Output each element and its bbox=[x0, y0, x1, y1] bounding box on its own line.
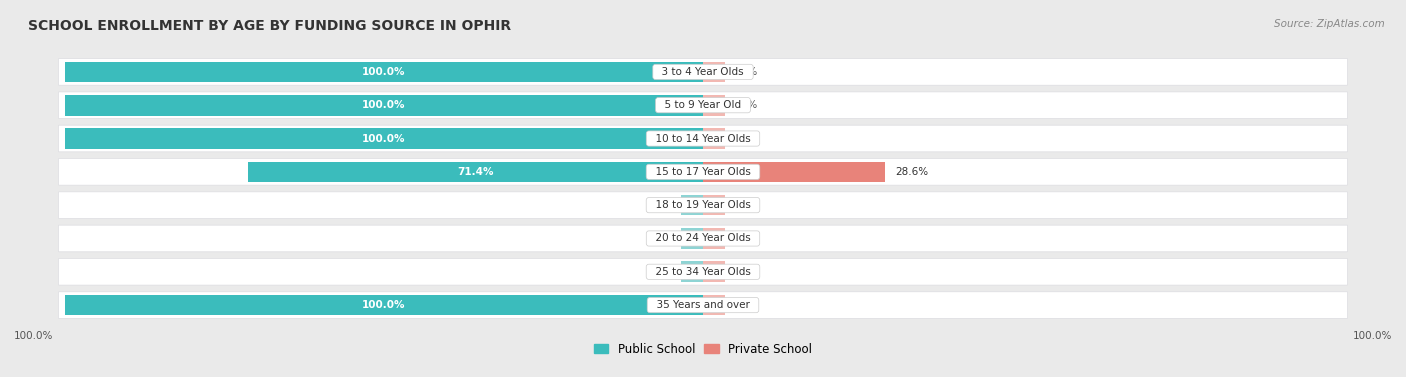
Text: 0.0%: 0.0% bbox=[648, 267, 675, 277]
Text: 100.0%: 100.0% bbox=[363, 100, 406, 110]
Bar bbox=[65, 295, 703, 316]
Text: 0.0%: 0.0% bbox=[731, 267, 758, 277]
Text: 15 to 17 Year Olds: 15 to 17 Year Olds bbox=[648, 167, 758, 177]
Bar bbox=[65, 95, 703, 115]
Bar bbox=[703, 195, 725, 216]
Text: 0.0%: 0.0% bbox=[731, 300, 758, 310]
Text: 5 to 9 Year Old: 5 to 9 Year Old bbox=[658, 100, 748, 110]
FancyBboxPatch shape bbox=[59, 192, 1347, 219]
FancyBboxPatch shape bbox=[59, 225, 1347, 252]
Text: 0.0%: 0.0% bbox=[731, 200, 758, 210]
Text: 100.0%: 100.0% bbox=[14, 331, 53, 341]
Text: 0.0%: 0.0% bbox=[731, 133, 758, 144]
FancyBboxPatch shape bbox=[59, 58, 1347, 85]
Text: 100.0%: 100.0% bbox=[363, 300, 406, 310]
Bar bbox=[65, 61, 703, 82]
Text: 35 Years and over: 35 Years and over bbox=[650, 300, 756, 310]
FancyBboxPatch shape bbox=[59, 259, 1347, 285]
Text: 3 to 4 Year Olds: 3 to 4 Year Olds bbox=[655, 67, 751, 77]
Legend: Public School, Private School: Public School, Private School bbox=[589, 338, 817, 360]
Text: 0.0%: 0.0% bbox=[731, 100, 758, 110]
Text: 0.0%: 0.0% bbox=[731, 233, 758, 244]
Text: 100.0%: 100.0% bbox=[363, 67, 406, 77]
Text: 20 to 24 Year Olds: 20 to 24 Year Olds bbox=[650, 233, 756, 244]
Bar bbox=[703, 262, 725, 282]
Text: 28.6%: 28.6% bbox=[896, 167, 928, 177]
Text: 0.0%: 0.0% bbox=[648, 200, 675, 210]
Text: 71.4%: 71.4% bbox=[457, 167, 494, 177]
FancyBboxPatch shape bbox=[59, 125, 1347, 152]
Text: 0.0%: 0.0% bbox=[648, 233, 675, 244]
Text: 100.0%: 100.0% bbox=[363, 133, 406, 144]
Bar bbox=[703, 95, 725, 115]
Bar bbox=[681, 262, 703, 282]
FancyBboxPatch shape bbox=[59, 292, 1347, 319]
Bar bbox=[703, 161, 886, 182]
Text: 18 to 19 Year Olds: 18 to 19 Year Olds bbox=[648, 200, 758, 210]
Bar bbox=[681, 228, 703, 249]
Text: 100.0%: 100.0% bbox=[1353, 331, 1392, 341]
Bar bbox=[65, 128, 703, 149]
Text: 0.0%: 0.0% bbox=[731, 67, 758, 77]
Text: Source: ZipAtlas.com: Source: ZipAtlas.com bbox=[1274, 19, 1385, 29]
Bar bbox=[703, 228, 725, 249]
Text: 10 to 14 Year Olds: 10 to 14 Year Olds bbox=[650, 133, 756, 144]
Bar bbox=[703, 61, 725, 82]
FancyBboxPatch shape bbox=[59, 158, 1347, 185]
Bar bbox=[247, 161, 703, 182]
Bar bbox=[703, 295, 725, 316]
Text: SCHOOL ENROLLMENT BY AGE BY FUNDING SOURCE IN OPHIR: SCHOOL ENROLLMENT BY AGE BY FUNDING SOUR… bbox=[28, 19, 512, 33]
Bar bbox=[681, 195, 703, 216]
Text: 25 to 34 Year Olds: 25 to 34 Year Olds bbox=[648, 267, 758, 277]
Bar bbox=[703, 128, 725, 149]
FancyBboxPatch shape bbox=[59, 92, 1347, 118]
